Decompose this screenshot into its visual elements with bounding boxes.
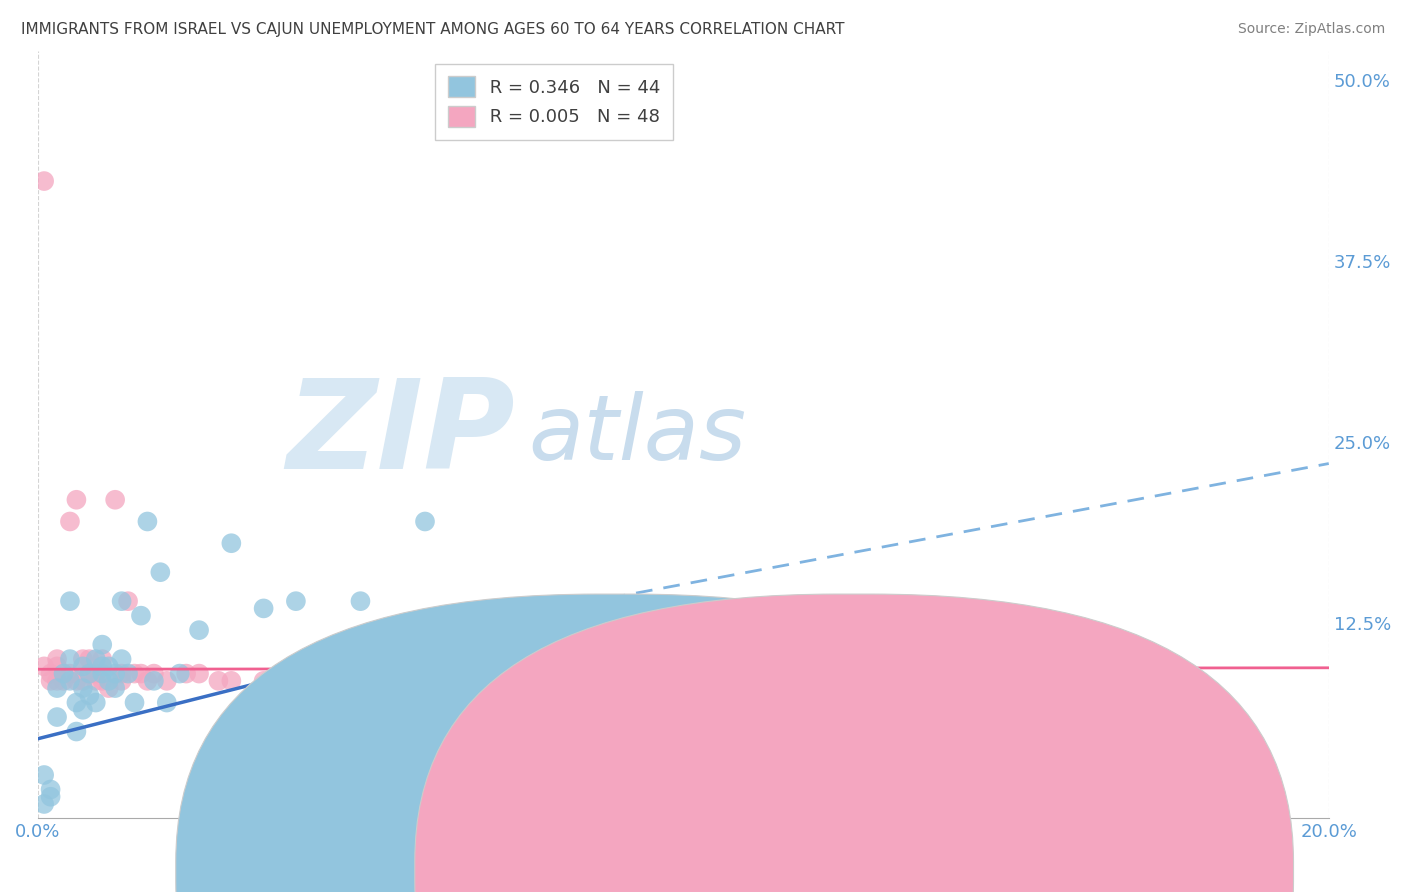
Point (72, 659, 94, 673)
Point (866, 673, 889, 688)
Point (169, 666, 191, 681)
Point (97, 673, 120, 688)
Point (52, 673, 75, 688)
Point (1059, 673, 1081, 688)
Point (72, 652, 94, 666)
Point (84, 666, 107, 681)
Point (207, 673, 229, 688)
Point (117, 594, 139, 608)
Point (59, 515, 82, 529)
Point (253, 673, 276, 688)
Point (129, 666, 152, 681)
Point (156, 696, 179, 710)
Point (91, 652, 114, 666)
Point (39, 782, 62, 797)
Text: atlas: atlas (529, 391, 747, 479)
Point (136, 673, 159, 688)
Text: Immigrants from Israel: Immigrants from Israel (607, 861, 799, 879)
Point (46, 673, 69, 688)
Point (59, 673, 82, 688)
Point (110, 673, 132, 688)
Point (117, 666, 139, 681)
Point (174, 666, 197, 681)
Point (46, 652, 69, 666)
Point (46, 659, 69, 673)
Point (79, 689, 101, 703)
Point (349, 594, 371, 608)
Point (221, 673, 243, 688)
Point (39, 666, 62, 681)
Point (156, 673, 179, 688)
Point (32, 768, 55, 782)
Point (97, 659, 120, 673)
Point (129, 608, 152, 623)
Point (59, 666, 82, 681)
Point (91, 666, 114, 681)
Point (124, 666, 146, 681)
Point (478, 768, 501, 782)
Point (79, 652, 101, 666)
Point (52, 666, 75, 681)
Point (91, 638, 114, 652)
Point (104, 492, 127, 507)
Point (510, 789, 533, 804)
Point (84, 652, 107, 666)
Point (640, 673, 662, 688)
Point (607, 731, 630, 746)
Text: Source: ZipAtlas.com: Source: ZipAtlas.com (1237, 22, 1385, 37)
Point (413, 515, 436, 529)
Point (284, 673, 307, 688)
Point (316, 673, 339, 688)
Point (65, 673, 87, 688)
Legend:  R = 0.346   N = 44,  R = 0.005   N = 48: R = 0.346 N = 44, R = 0.005 N = 48 (436, 63, 673, 139)
Point (284, 594, 307, 608)
Point (104, 681, 127, 695)
Point (737, 673, 759, 688)
Point (39, 673, 62, 688)
Point (110, 652, 132, 666)
Point (91, 673, 114, 688)
Point (446, 673, 468, 688)
Point (110, 666, 132, 681)
Text: ZIP: ZIP (287, 374, 516, 495)
Text: Cajuns: Cajuns (886, 861, 942, 879)
Point (124, 696, 146, 710)
Point (142, 666, 165, 681)
Point (84, 696, 107, 710)
Point (39, 789, 62, 804)
Point (142, 673, 165, 688)
Point (79, 666, 101, 681)
Point (898, 673, 921, 688)
Point (32, 797, 55, 811)
Point (188, 623, 211, 637)
Point (91, 659, 114, 673)
Point (46, 681, 69, 695)
Point (136, 515, 159, 529)
Point (253, 601, 276, 615)
Point (79, 666, 101, 681)
Point (59, 594, 82, 608)
Point (46, 710, 69, 724)
Point (65, 492, 87, 507)
Point (543, 673, 565, 688)
Point (188, 666, 211, 681)
Point (32, 174, 55, 188)
Point (995, 696, 1018, 710)
Point (84, 673, 107, 688)
Point (543, 797, 565, 811)
Point (413, 797, 436, 811)
Point (149, 565, 172, 579)
Point (32, 659, 55, 673)
Point (72, 673, 94, 688)
Point (97, 681, 120, 695)
Point (110, 594, 132, 608)
Point (72, 703, 94, 717)
Point (59, 652, 82, 666)
Text: IMMIGRANTS FROM ISRAEL VS CAJUN UNEMPLOYMENT AMONG AGES 60 TO 64 YEARS CORRELATI: IMMIGRANTS FROM ISRAEL VS CAJUN UNEMPLOY… (21, 22, 845, 37)
Point (104, 666, 127, 681)
Point (65, 696, 87, 710)
Point (65, 724, 87, 739)
Point (221, 536, 243, 550)
Point (72, 681, 94, 695)
